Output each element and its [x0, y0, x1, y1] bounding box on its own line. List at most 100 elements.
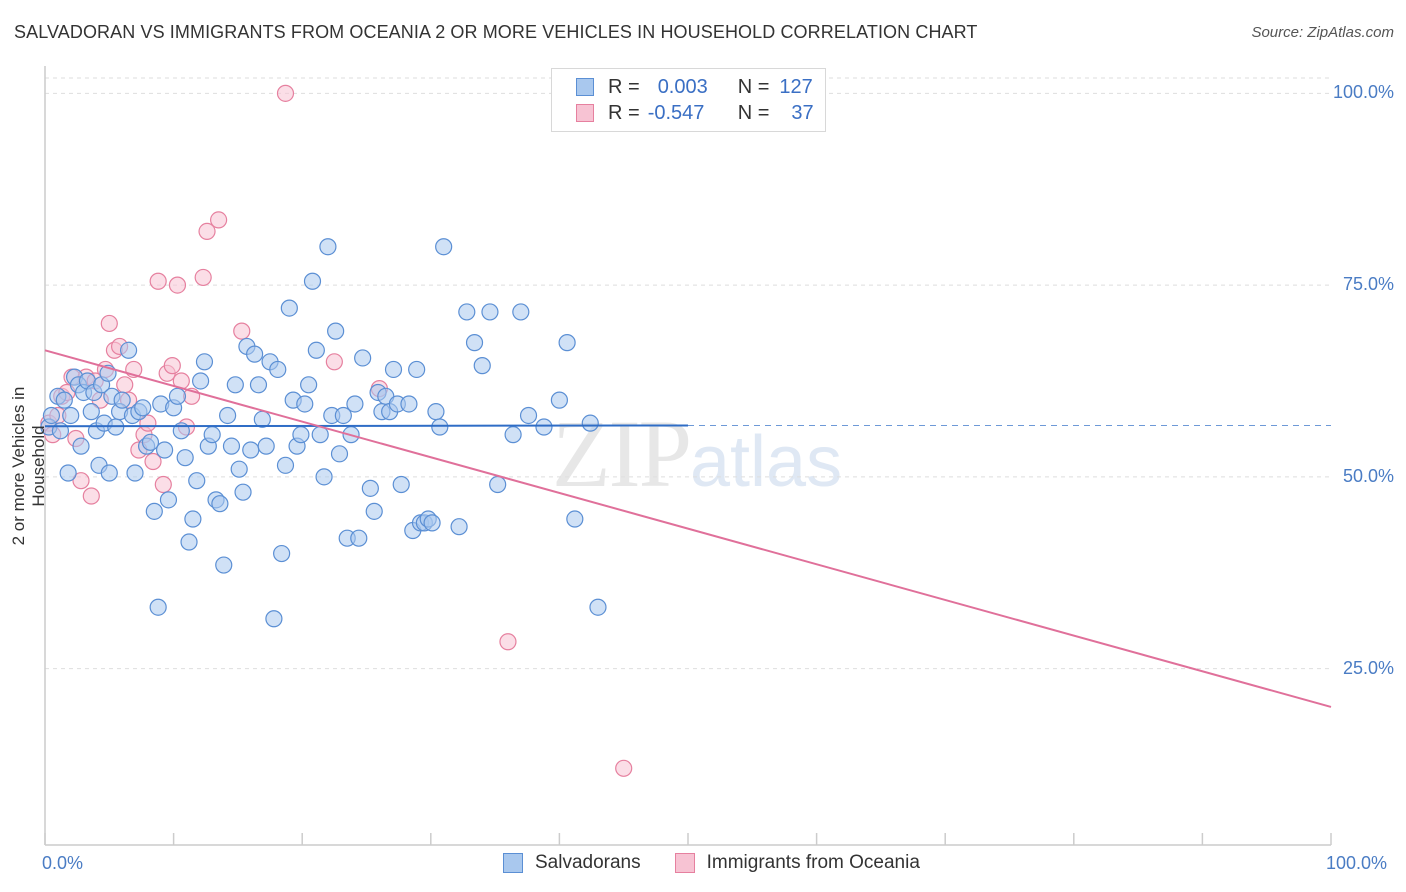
salvadoran-point [176, 449, 194, 467]
salvadoran-point [450, 518, 468, 536]
salvadoran-point [141, 433, 160, 451]
stats-row-oceania: R = -0.547 N = 37 [576, 101, 814, 125]
salvadoran-point [149, 598, 167, 616]
salvadoran-point [307, 341, 325, 359]
salvadoran-point [188, 472, 206, 490]
x-tick-label-max: 100.0% [1326, 853, 1388, 873]
salvadoran-point [431, 418, 449, 436]
salvadoran-point [423, 514, 441, 532]
salvadoran-point [400, 395, 418, 413]
salvadoran-point [334, 406, 352, 425]
salvadoran-point [226, 376, 244, 394]
y-tick-label-75: 75.0% [1342, 274, 1394, 295]
legend-label-salvadorans: Salvadorans [535, 852, 641, 873]
legend-item-oceania[interactable]: Immigrants from Oceania [674, 852, 920, 874]
oceania-point [499, 633, 517, 651]
salvadoran-point [253, 410, 271, 428]
y-axis-label: 2 or more Vehicles in Household [9, 386, 48, 546]
salvadoran-point [72, 437, 90, 455]
salvadoran-point [296, 395, 314, 413]
salvadoran-point [126, 464, 144, 482]
watermark: ZIPatlas [552, 398, 842, 509]
salvadoran-point [315, 468, 333, 486]
salvadoran-point [249, 376, 268, 394]
salvadoran-point [303, 272, 322, 290]
salvadoran-point [119, 341, 138, 359]
salvadoran-point [192, 372, 210, 390]
salvadoran-point [512, 303, 530, 321]
salvadoran-point [504, 426, 522, 444]
salvadoran-point [589, 598, 607, 616]
salvadoran-point [408, 360, 426, 379]
salvadoran-point [365, 502, 383, 520]
salvadorans-swatch [576, 78, 594, 96]
oceania-point [276, 84, 295, 102]
salvadoran-point [134, 399, 152, 417]
n-value: 37 [791, 101, 814, 124]
y-tick-label-100: 100.0% [1332, 82, 1394, 103]
oceania-point [615, 759, 633, 777]
legend-item-salvadorans[interactable]: Salvadorans [503, 852, 641, 874]
salvadoran-point [481, 303, 499, 321]
salvadoran-point [180, 533, 198, 551]
salvadoran-point [550, 391, 569, 409]
salvadoran-point [184, 510, 202, 528]
salvadoran-point [195, 353, 214, 371]
salvadoran-point [292, 426, 310, 444]
salvadoran-point [519, 406, 538, 425]
salvadoran-point [300, 376, 318, 394]
salvadoran-point [473, 357, 491, 375]
salvadoran-point [581, 414, 599, 432]
stats-legend: R = 0.003 N = 127 R = -0.547 N = 37 [551, 68, 826, 132]
salvadoran-point [384, 360, 403, 379]
salvadoran-point [55, 391, 73, 409]
salvadoran-point [42, 406, 61, 425]
salvadoran-point [203, 426, 221, 444]
series-legend: Salvadorans Immigrants from Oceania [503, 852, 954, 874]
salvadoran-point [219, 406, 237, 425]
salvadoran-point [458, 303, 476, 321]
salvadoran-point [330, 445, 349, 463]
salvadoran-point [222, 437, 241, 455]
chart-title: SALVADORAN VS IMMIGRANTS FROM OCEANIA 2 … [14, 22, 978, 42]
oceania-trend-line [44, 349, 1332, 708]
salvadoran-point [234, 483, 252, 501]
salvadoran-point [265, 610, 283, 628]
r-value: -0.547 [647, 101, 705, 124]
oceania-point [72, 472, 90, 490]
salvadoran-point [59, 464, 77, 482]
salvadoran-point [82, 403, 100, 421]
salvadoran-point [211, 495, 229, 513]
n-value: 127 [779, 75, 813, 98]
salvadoran-point [361, 479, 379, 497]
salvadoran-point [427, 403, 445, 421]
salvadoran-point [327, 322, 345, 340]
salvadoran-point [273, 544, 291, 563]
salvadoran-point [489, 475, 507, 494]
salvadoran-point [155, 441, 174, 459]
salvadoran-point [276, 456, 295, 474]
oceania-point [194, 268, 212, 287]
oceania-point [325, 353, 343, 371]
salvadoran-point [257, 437, 275, 455]
salvadoran-point [215, 556, 233, 574]
oceania-point [168, 276, 187, 294]
salvadorans-legend-swatch [503, 853, 523, 873]
salvadoran-point [535, 418, 553, 436]
salvadoran-point [350, 529, 368, 547]
salvadoran-point [145, 502, 163, 520]
salvadoran-point [269, 360, 287, 379]
y-tick-label-50: 50.0% [1342, 465, 1394, 486]
watermark-zip: ZIP [552, 400, 692, 507]
y-tick-label-25: 25.0% [1342, 657, 1394, 678]
salvadoran-point [392, 475, 410, 494]
salvadoran-point [113, 391, 131, 409]
salvadoran-point [168, 387, 187, 405]
salvadorans-trend-line [44, 424, 689, 428]
oceania-legend-swatch [674, 853, 695, 873]
r-value: 0.003 [657, 75, 708, 98]
salvadoran-point [346, 395, 364, 413]
oceania-point [82, 487, 100, 505]
salvadoran-point [435, 238, 453, 256]
r-label: R = [608, 101, 640, 124]
